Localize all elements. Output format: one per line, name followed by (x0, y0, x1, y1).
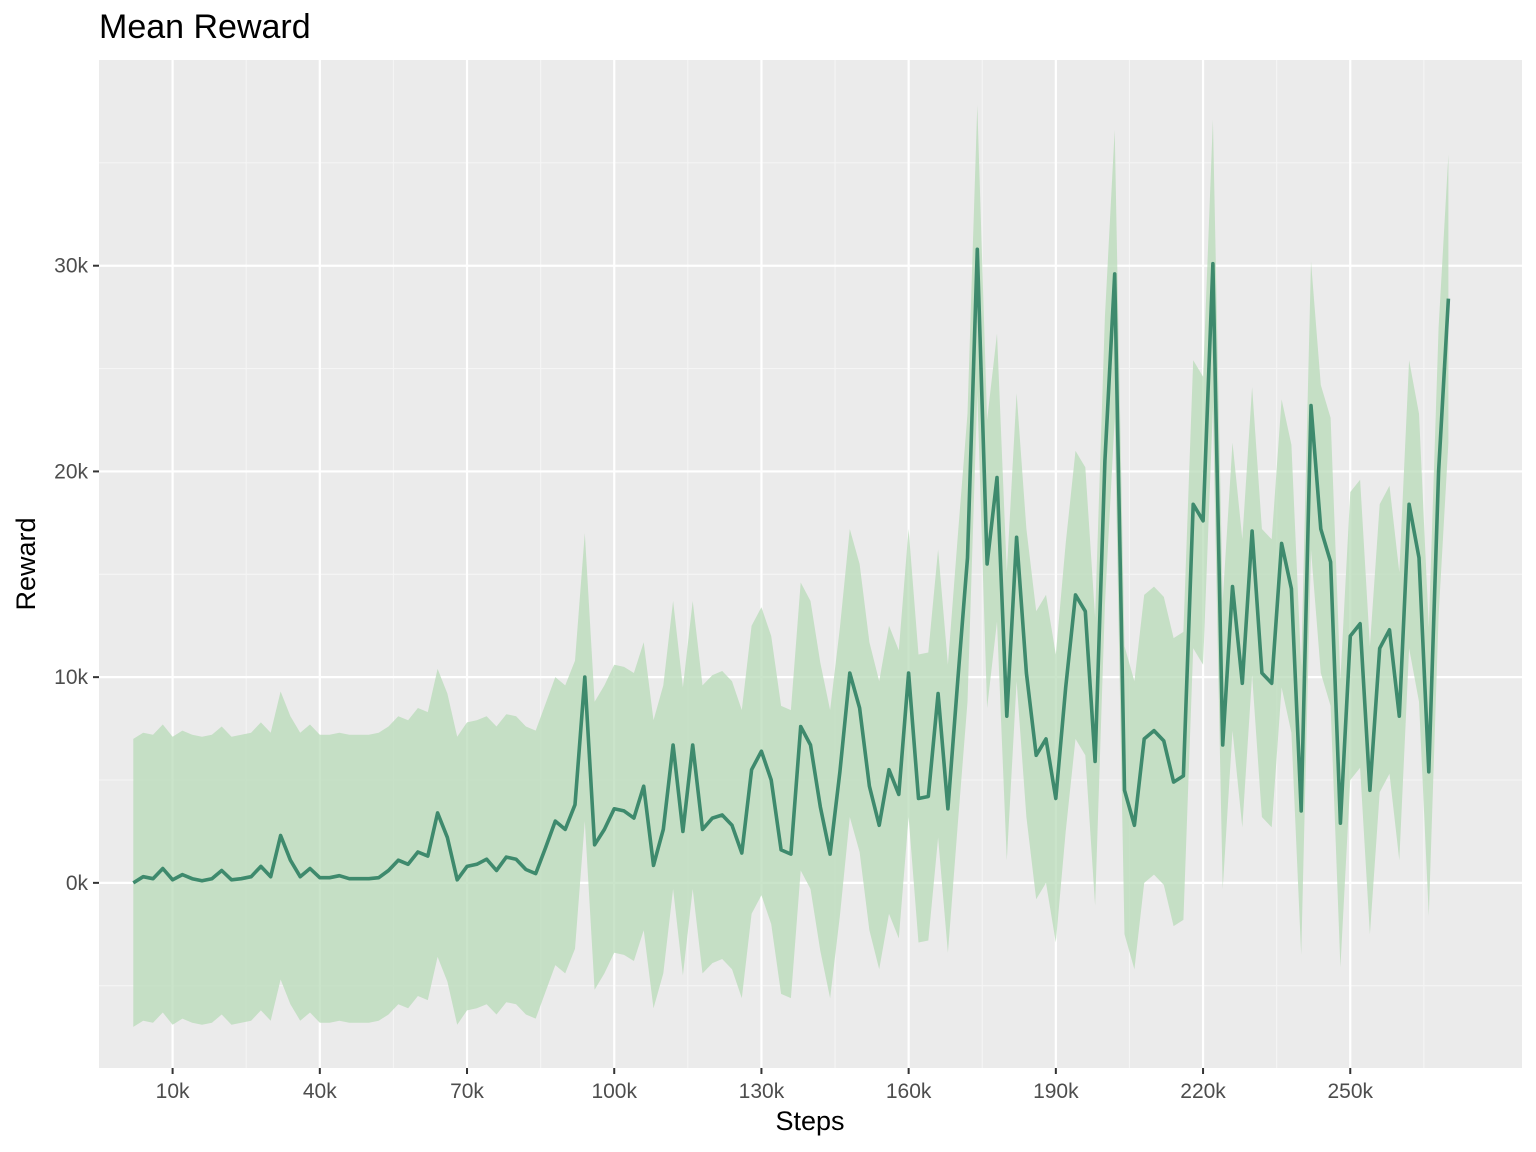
x-axis-title: Steps (775, 1106, 844, 1136)
x-tick-label: 70k (450, 1080, 484, 1103)
y-tick-label: 30k (54, 255, 88, 278)
reward-confidence-band (133, 105, 1449, 1027)
chart-title: Mean Reward (99, 8, 311, 46)
y-axis-title: Reward (11, 517, 41, 610)
x-tick-label: 160k (886, 1080, 932, 1103)
x-tick-label: 190k (1033, 1080, 1079, 1103)
x-tick-label: 10k (156, 1080, 190, 1103)
mean-reward-line (132, 247, 1451, 885)
y-tick-label: 10k (54, 666, 88, 689)
x-tick-label: 220k (1180, 1080, 1226, 1103)
x-tick-label: 250k (1327, 1080, 1373, 1103)
x-tick-label: 40k (303, 1080, 337, 1103)
y-axis-ticks: 0k 10k 20k 30k (54, 255, 99, 895)
x-tick-label: 100k (591, 1080, 637, 1103)
x-axis-ticks: 10k 40k 70k 100k 130k 160k 190k 220k 250k (156, 1068, 1374, 1103)
y-tick-label: 0k (66, 872, 89, 895)
y-tick-label: 20k (54, 460, 88, 483)
x-tick-label: 130k (739, 1080, 785, 1103)
